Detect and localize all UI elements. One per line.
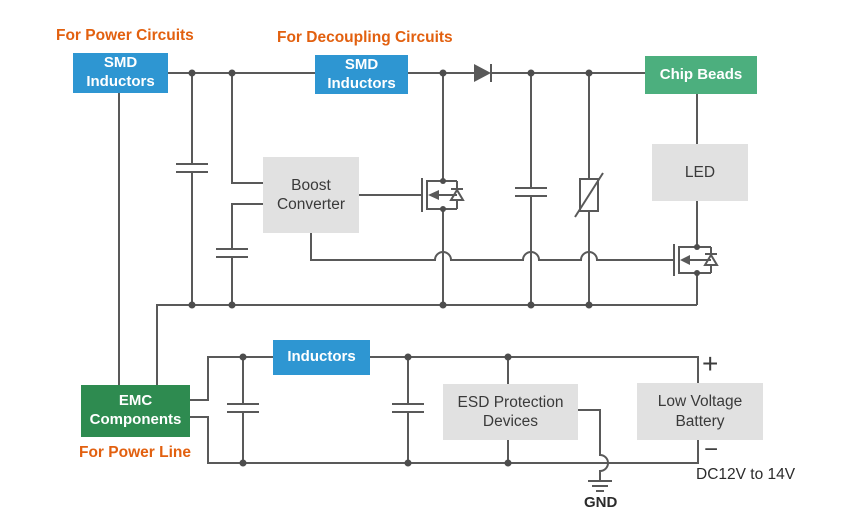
block-chip-beads: Chip Beads [645, 56, 757, 94]
block-low-voltage-battery: Low Voltage Battery [637, 383, 763, 440]
varistor-icon [574, 73, 604, 305]
annotation-for-power-line: For Power Line [79, 444, 191, 461]
block-smd-inductors-decoupling: SMD Inductors [315, 55, 408, 94]
boost-input-wire [231, 73, 263, 184]
boost-gate-drive-wire [310, 233, 674, 261]
esd-ground-wire [578, 409, 609, 481]
capacitor-icon [176, 73, 208, 305]
block-emc-components: EMC Components [81, 385, 190, 437]
annotation-for-decoupling-circuits: For Decoupling Circuits [277, 29, 453, 46]
battery-minus-terminal-label: − [704, 436, 719, 463]
block-esd-protection-devices: ESD Protection Devices [443, 384, 578, 440]
upper-return-bus-wire [156, 304, 697, 385]
capacitor-icon [515, 73, 547, 305]
power-line-plus-bus-wire [190, 356, 273, 401]
capacitor-icon [216, 203, 263, 305]
block-led: LED [652, 144, 748, 201]
annotation-for-power-circuits: For Power Circuits [56, 27, 194, 44]
block-boost-converter: Boost Converter [263, 157, 359, 233]
ground-label: GND [584, 494, 618, 511]
nmos-transistor-icon [358, 73, 465, 305]
block-inductors: Inductors [273, 340, 370, 375]
capacitor-icon [392, 357, 424, 463]
block-smd-inductors-power: SMD Inductors [73, 53, 168, 93]
battery-voltage-range-label: DC12V to 14V [696, 466, 796, 483]
capacitor-icon [227, 357, 259, 463]
battery-plus-terminal-label: + [702, 348, 719, 379]
junction-dots [188, 69, 700, 467]
ground-icon [588, 480, 612, 492]
power-line-plus-bus-wire [370, 356, 699, 383]
diode-icon [474, 64, 492, 82]
power-line-minus-bus-wire [190, 416, 699, 464]
